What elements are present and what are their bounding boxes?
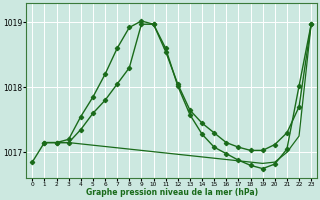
X-axis label: Graphe pression niveau de la mer (hPa): Graphe pression niveau de la mer (hPa) (86, 188, 258, 197)
